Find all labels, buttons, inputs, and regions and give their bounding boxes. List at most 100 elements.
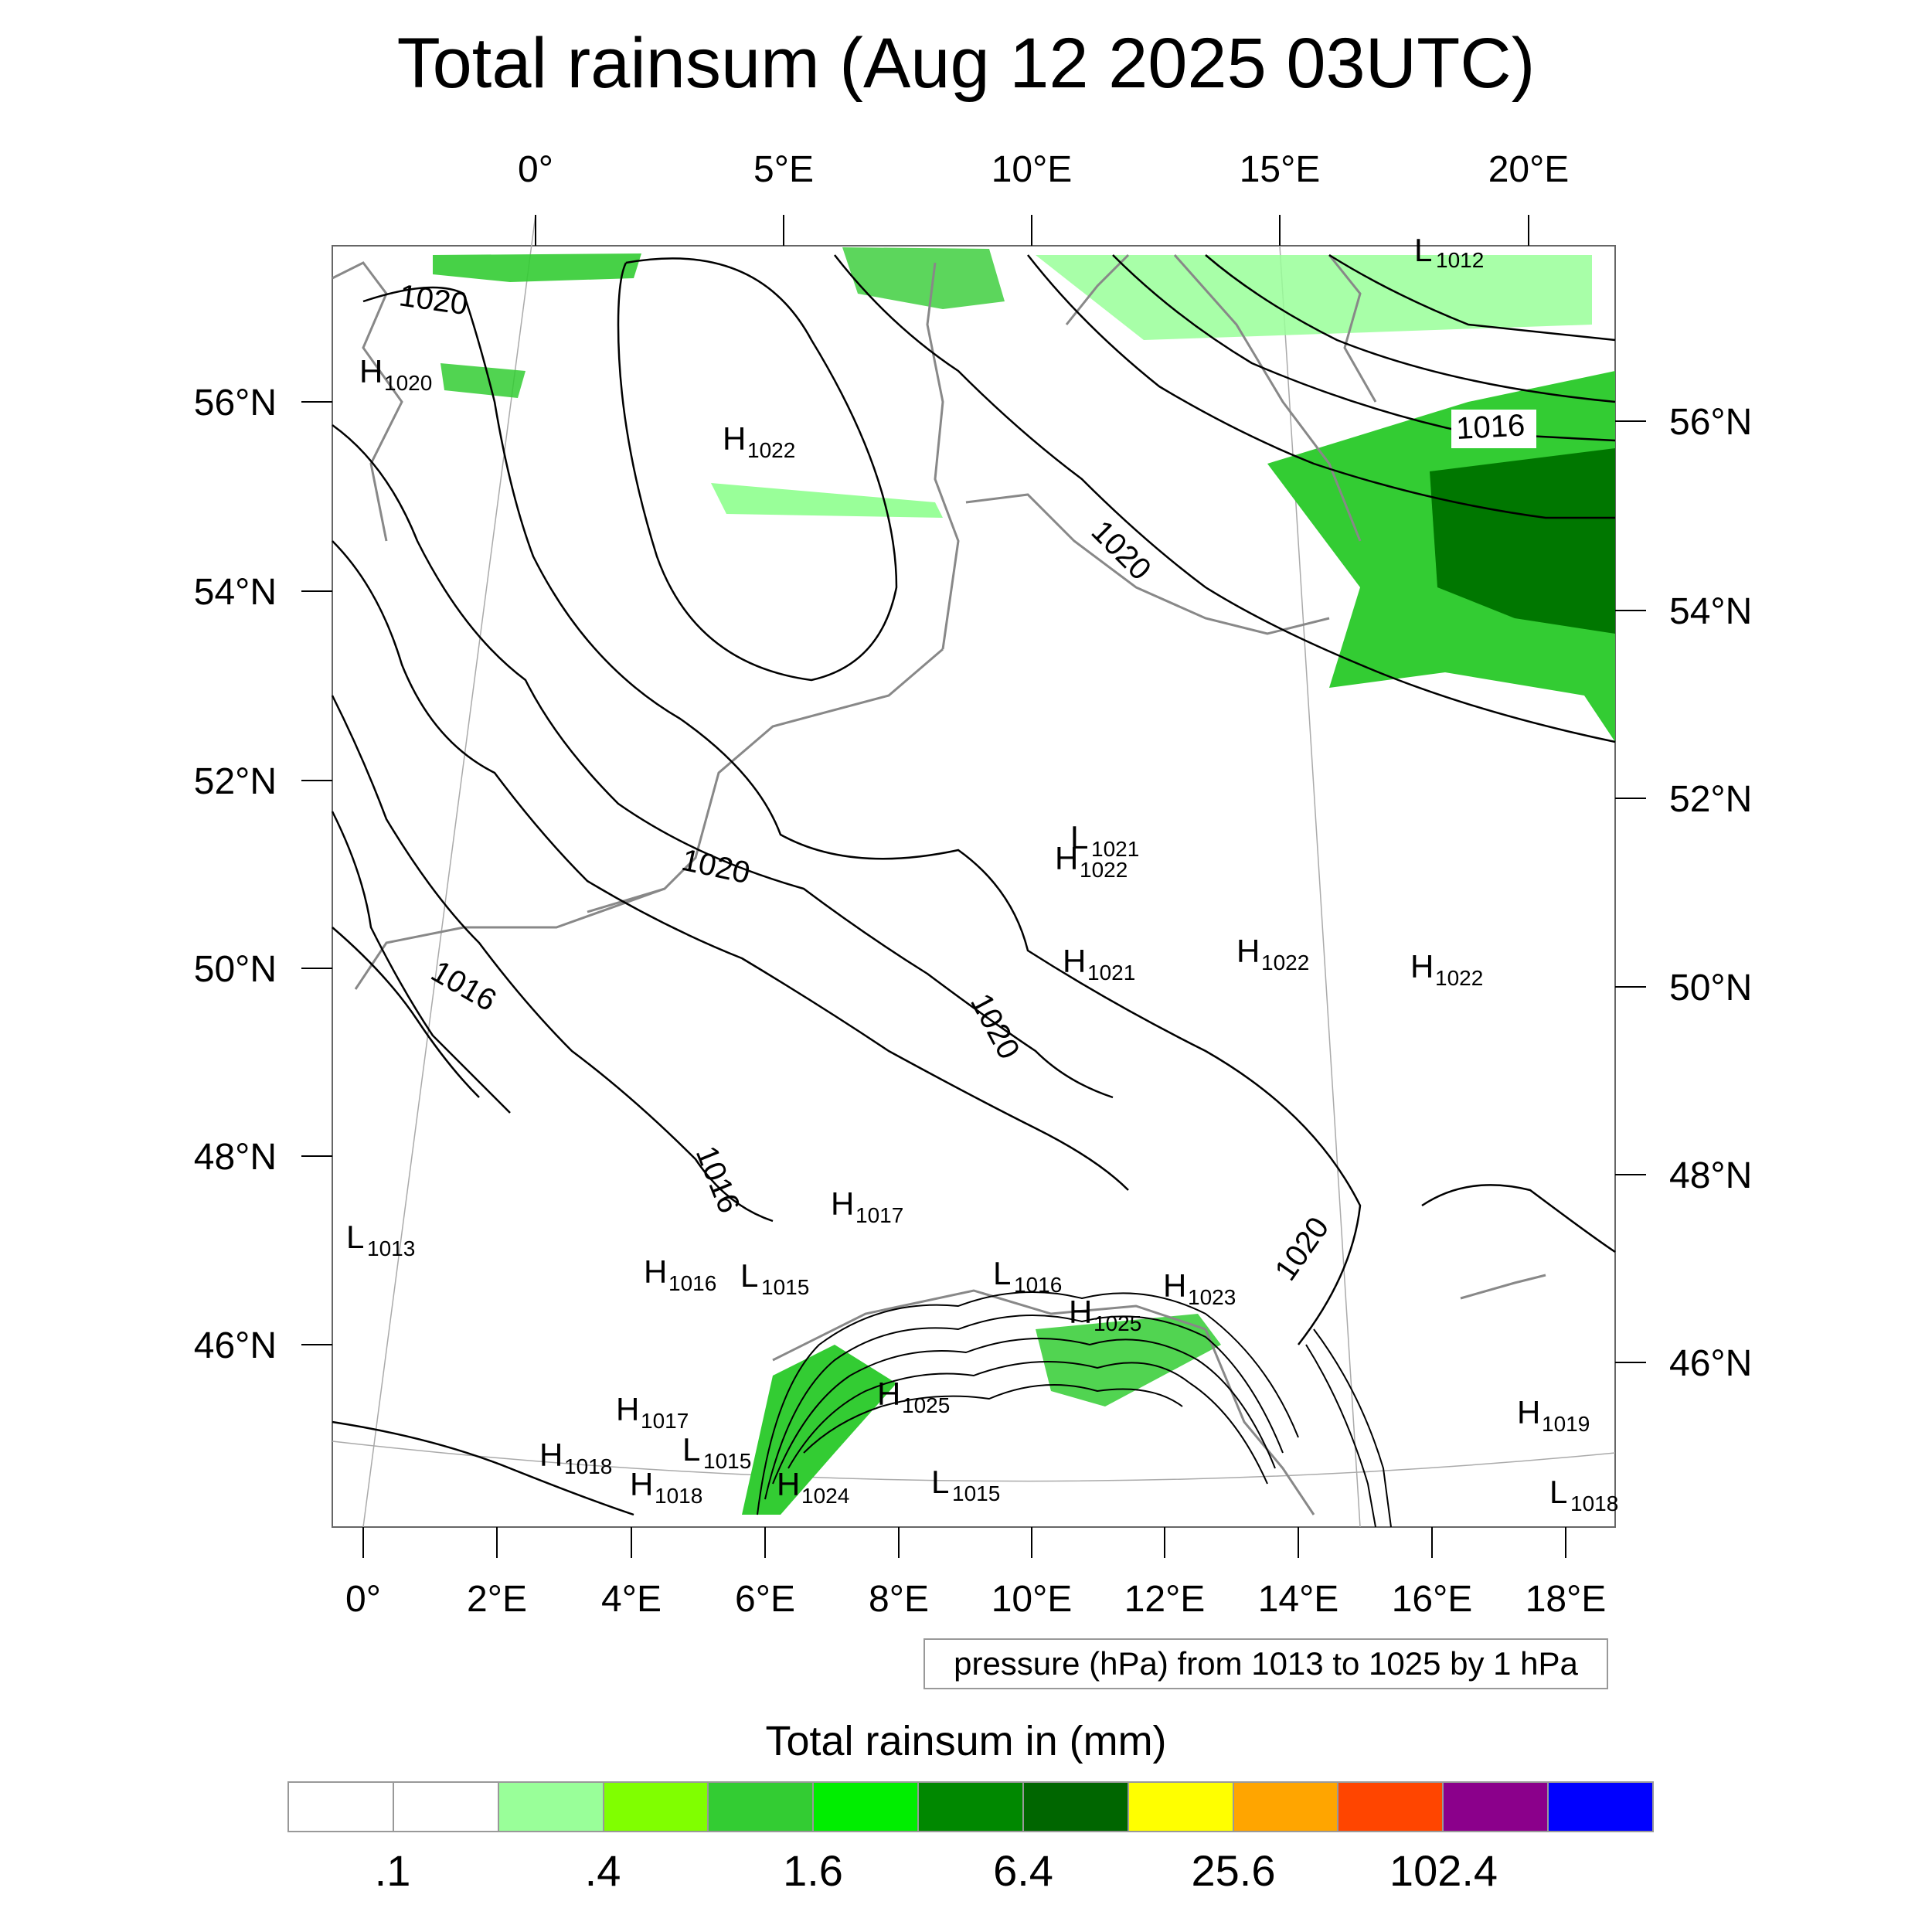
colorbar-swatch xyxy=(604,1783,709,1831)
svg-text:H: H xyxy=(1069,1294,1092,1330)
svg-text:1013: 1013 xyxy=(367,1236,415,1260)
svg-text:1018: 1018 xyxy=(655,1484,702,1508)
svg-text:H: H xyxy=(877,1376,900,1412)
svg-text:1022: 1022 xyxy=(1435,966,1483,990)
lon-tick-bottom: 10°E xyxy=(992,1579,1073,1620)
svg-text:H: H xyxy=(1410,948,1434,985)
lon-tick-bottom: 2°E xyxy=(467,1579,527,1620)
lon-tick-bottom: 18°E xyxy=(1526,1579,1607,1620)
lat-tick-right: 54°N xyxy=(1669,591,1752,632)
pressure-center-low: L 1018 xyxy=(1549,1474,1618,1515)
svg-text:1022: 1022 xyxy=(747,438,795,462)
rain-norway xyxy=(842,247,1005,309)
svg-text:1012: 1012 xyxy=(1436,248,1484,272)
svg-text:1015: 1015 xyxy=(761,1275,809,1299)
pressure-center-high: H 1022 xyxy=(1236,933,1309,975)
lon-ticks-top: 0° 5°E 10°E 15°E 20°E xyxy=(518,149,1569,190)
lat-ticks-left: 56°N 54°N 52°N 50°N 48°N 46°N xyxy=(194,383,277,1366)
colorbar-swatch xyxy=(814,1783,920,1831)
contour-info-box: pressure (hPa) from 1013 to 1025 by 1 hP… xyxy=(923,1638,1608,1689)
pressure-center-low: L 1015 xyxy=(740,1257,809,1299)
svg-text:1022: 1022 xyxy=(1261,951,1309,975)
colorbar-swatch xyxy=(289,1783,394,1831)
lon-tick-top: 10°E xyxy=(992,149,1073,190)
pressure-center-high: H 1023 xyxy=(1163,1267,1236,1309)
colorbar-label: .1 xyxy=(374,1846,411,1895)
pressure-center-high: H 1019 xyxy=(1517,1394,1590,1436)
svg-text:H: H xyxy=(359,353,383,389)
lon-tick-bottom: 8°E xyxy=(869,1579,929,1620)
lat-tick-right: 50°N xyxy=(1669,968,1752,1009)
svg-text:1015: 1015 xyxy=(703,1449,751,1473)
isobars xyxy=(331,253,1616,1516)
rain-baltic-heavy xyxy=(1430,448,1615,634)
lon-tick-top: 5°E xyxy=(753,149,814,190)
legend-title: Total rainsum in (mm) xyxy=(765,1718,1167,1764)
rain-west xyxy=(440,363,526,398)
colorbar-swatch xyxy=(1233,1783,1339,1831)
svg-text:L: L xyxy=(1414,232,1432,268)
lon-tick-top: 20°E xyxy=(1488,149,1570,190)
svg-text:H: H xyxy=(644,1253,667,1290)
svg-text:1020: 1020 xyxy=(384,371,432,395)
lon-tick-bottom: 16°E xyxy=(1392,1579,1473,1620)
colorbar-label: 25.6 xyxy=(1191,1846,1276,1895)
colorbar-swatch xyxy=(1128,1783,1234,1831)
pressure-center-high: H 1022 xyxy=(1055,840,1128,882)
rain-field xyxy=(433,247,1615,1515)
lat-tick-right: 46°N xyxy=(1669,1343,1752,1384)
svg-text:1021: 1021 xyxy=(1091,837,1139,861)
lon-tick-top: 15°E xyxy=(1240,149,1321,190)
rain-alps-east xyxy=(1036,1314,1221,1406)
svg-text:1018: 1018 xyxy=(564,1454,612,1478)
lat-tick-left: 48°N xyxy=(194,1137,277,1178)
lat-tick-left: 56°N xyxy=(194,383,277,423)
colorbar-label: 6.4 xyxy=(993,1846,1053,1895)
svg-text:1024: 1024 xyxy=(801,1484,849,1508)
svg-text:L: L xyxy=(1070,819,1088,855)
svg-text:L: L xyxy=(740,1257,758,1294)
svg-text:L: L xyxy=(1549,1474,1567,1510)
rain-north-sea xyxy=(433,253,641,282)
lat-tick-left: 52°N xyxy=(194,761,277,802)
colorbar-label: 102.4 xyxy=(1389,1846,1498,1895)
colorbar-swatch xyxy=(1444,1783,1549,1831)
lon-ticks-bottom: 0° 2°E 4°E 6°E 8°E 10°E 12°E 14°E 16°E 1… xyxy=(345,1579,1606,1620)
rain-alps-west xyxy=(742,1345,896,1515)
pressure-center-high: H 1025 xyxy=(877,1376,950,1417)
lon-tick-bottom: 12°E xyxy=(1124,1579,1206,1620)
lat-tick-left: 46°N xyxy=(194,1325,277,1366)
colorbar-swatch xyxy=(1338,1783,1444,1831)
pressure-center-high: H 1022 xyxy=(723,420,795,462)
svg-text:1025: 1025 xyxy=(902,1393,950,1417)
frame-ticks xyxy=(301,215,1646,1558)
pressure-center-low: L 1013 xyxy=(346,1219,415,1260)
pressure-center-low: L 1021 xyxy=(1070,819,1139,861)
pressure-center-high: H 1017 xyxy=(831,1185,903,1227)
pressure-center-low: L 1012 xyxy=(1414,232,1484,272)
svg-text:1021: 1021 xyxy=(1087,961,1135,985)
lat-tick-left: 50°N xyxy=(194,949,277,990)
chart-title: Total rainsum (Aug 12 2025 03UTC) xyxy=(396,24,1536,103)
pressure-center-high: H 1022 xyxy=(1410,948,1483,990)
pressure-center-high: H 1016 xyxy=(644,1253,716,1295)
alpine-isobars xyxy=(757,1291,1392,1528)
lat-tick-right: 52°N xyxy=(1669,779,1752,820)
lat-tick-left: 54°N xyxy=(194,572,277,613)
svg-text:L: L xyxy=(993,1255,1011,1291)
lon-tick-bottom: 0° xyxy=(345,1579,381,1620)
pressure-centers: L 1012 H 1020 H 1022 L 1021 H 1022 H 1021 H 102… xyxy=(346,232,1618,1515)
pressure-center-low: L 1016 xyxy=(993,1255,1062,1297)
svg-text:H: H xyxy=(1236,933,1260,969)
svg-text:1019: 1019 xyxy=(1542,1412,1590,1436)
svg-text:H: H xyxy=(723,420,746,457)
pressure-center-high: H 1020 xyxy=(359,353,432,395)
lat-tick-right: 48°N xyxy=(1669,1155,1752,1196)
map: 0° 5°E 10°E 15°E 20°E 0° 2°E 4°E 6°E 8°E… xyxy=(194,149,1753,1620)
svg-text:H: H xyxy=(539,1437,563,1473)
svg-text:H: H xyxy=(1055,840,1078,876)
svg-text:1025: 1025 xyxy=(1094,1311,1141,1335)
colorbar-swatch xyxy=(1549,1783,1652,1831)
contour-label: 1016 xyxy=(1455,408,1526,446)
svg-text:H: H xyxy=(831,1185,854,1222)
